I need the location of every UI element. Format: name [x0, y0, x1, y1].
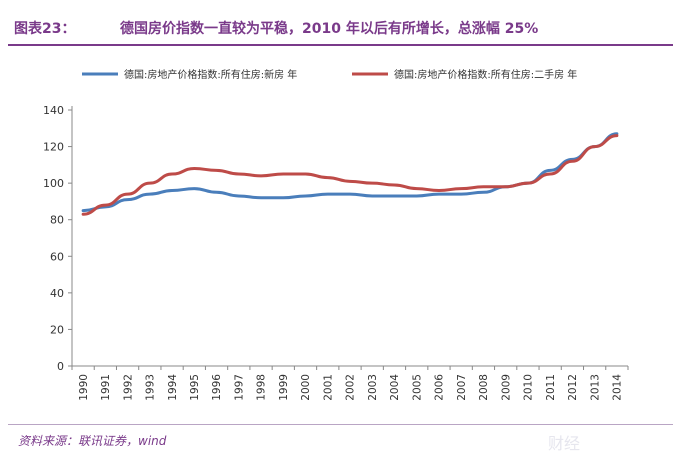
x-tick-label: 2000 — [300, 374, 312, 401]
x-tick-label: 1996 — [211, 374, 223, 401]
x-tick-label: 2008 — [478, 374, 490, 401]
y-tick-label: 40 — [50, 287, 64, 300]
legend-label: 德国:房地产价格指数:所有住房:新房 年 — [124, 68, 297, 81]
title-bar: 图表23： 德国房价指数一直较为平稳，2010 年以后有所增长，总涨幅 25% — [8, 6, 673, 46]
y-tick-label: 140 — [43, 104, 64, 117]
x-tick-label: 2009 — [500, 374, 512, 401]
x-tick-label: 2007 — [456, 374, 468, 401]
x-tick-label: 1997 — [233, 374, 245, 401]
y-tick-label: 20 — [50, 323, 64, 336]
footer-divider — [8, 424, 673, 425]
x-tick-label: 2005 — [411, 374, 423, 401]
x-tick-label: 2013 — [589, 374, 601, 401]
x-tick-label: 2011 — [545, 374, 557, 401]
x-tick-label: 2006 — [434, 374, 446, 401]
x-tick-label: 2014 — [612, 374, 624, 401]
x-tick-label: 1995 — [189, 374, 201, 401]
x-tick-label: 2010 — [523, 374, 535, 401]
figure-title: 德国房价指数一直较为平稳，2010 年以后有所增长，总涨幅 25% — [120, 21, 539, 37]
y-tick-label: 0 — [57, 360, 64, 373]
y-tick-label: 100 — [43, 177, 64, 190]
y-tick-label: 60 — [50, 250, 64, 263]
x-tick-label: 1990 — [78, 374, 90, 401]
x-tick-label: 1999 — [278, 374, 290, 401]
series-line-2 — [81, 134, 619, 216]
x-tick-label: 1991 — [100, 374, 112, 401]
y-tick-label: 120 — [43, 141, 64, 154]
x-tick-label: 2001 — [322, 374, 334, 401]
x-tick-label: 1993 — [145, 374, 157, 401]
x-tick-label: 2003 — [367, 374, 379, 401]
x-tick-label: 2004 — [389, 374, 401, 401]
line-chart: 德国:房地产价格指数:所有住房:新房 年 德国:房地产价格指数:所有住房:二手房 … — [43, 68, 629, 401]
source-note: 资料来源：联讯证券，wind — [18, 434, 167, 448]
watermark: 财经 — [548, 434, 581, 453]
figure-label: 图表23： — [14, 21, 76, 37]
legend-label: 德国:房地产价格指数:所有住房:二手房 年 — [394, 68, 577, 81]
x-tick-label: 2012 — [567, 374, 579, 401]
x-tick-label: 1994 — [167, 374, 179, 401]
y-tick-label: 80 — [50, 214, 64, 227]
series-line-1 — [81, 132, 619, 213]
x-tick-label: 1998 — [256, 374, 268, 401]
x-tick-label: 2002 — [345, 374, 357, 401]
x-tick-label: 1992 — [122, 374, 134, 401]
